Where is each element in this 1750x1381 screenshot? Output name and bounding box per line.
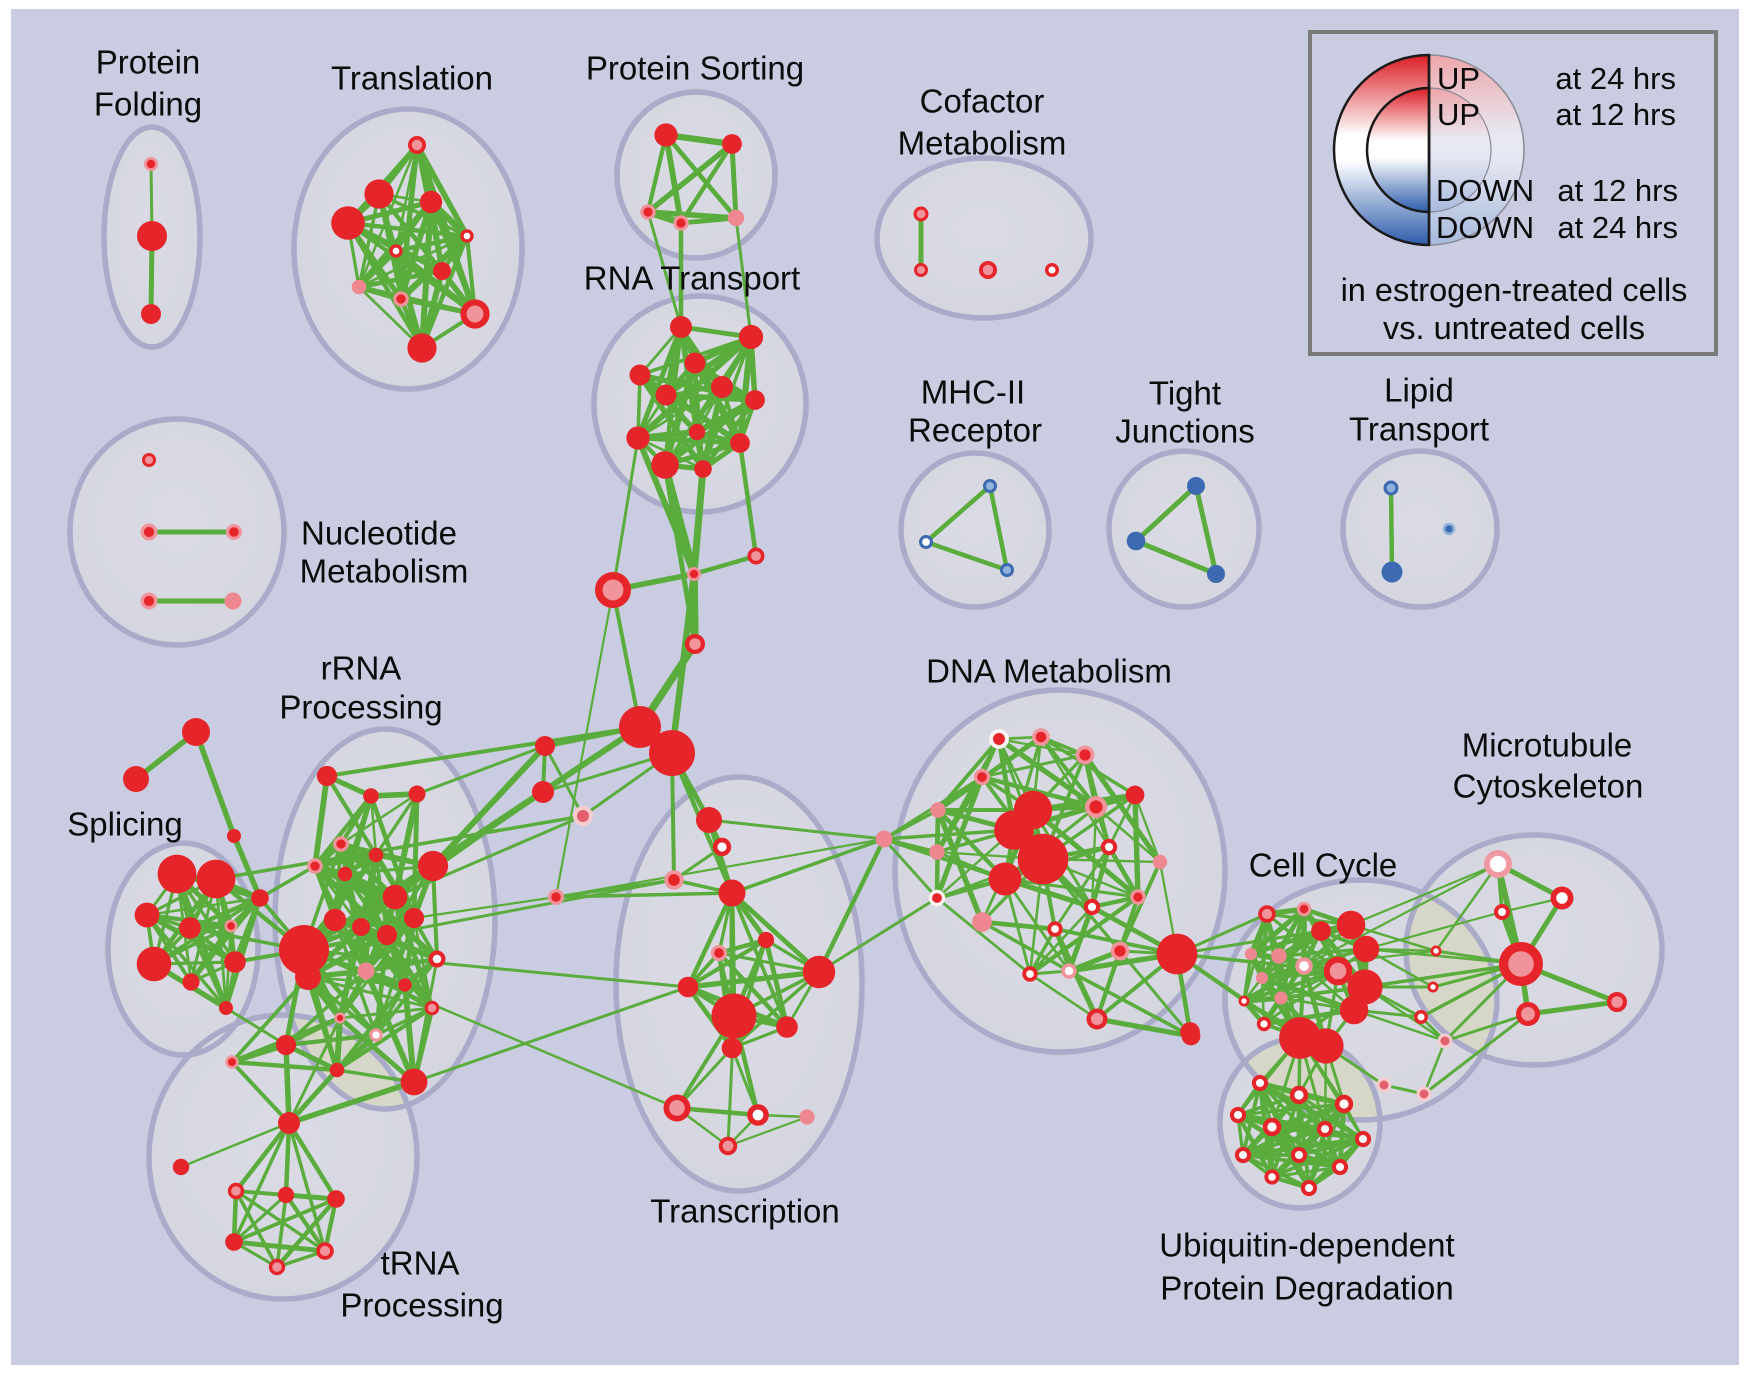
svg-text:Transport: Transport xyxy=(1349,411,1489,448)
svg-text:at 24 hrs: at 24 hrs xyxy=(1555,61,1676,96)
svg-text:Receptor: Receptor xyxy=(908,412,1042,449)
svg-text:at 24 hrs: at 24 hrs xyxy=(1557,210,1678,245)
svg-text:Protein: Protein xyxy=(96,44,201,81)
svg-text:Cytoskeleton: Cytoskeleton xyxy=(1453,768,1644,805)
svg-text:Folding: Folding xyxy=(94,86,202,123)
svg-text:Lipid: Lipid xyxy=(1384,372,1454,409)
svg-text:Protein Sorting: Protein Sorting xyxy=(586,50,804,87)
svg-text:Ubiquitin-dependent: Ubiquitin-dependent xyxy=(1159,1227,1454,1264)
svg-text:tRNA: tRNA xyxy=(381,1245,460,1282)
svg-text:DOWN: DOWN xyxy=(1436,173,1534,208)
svg-text:Cell Cycle: Cell Cycle xyxy=(1249,847,1398,884)
svg-text:Metabolism: Metabolism xyxy=(898,125,1067,162)
svg-text:vs. untreated cells: vs. untreated cells xyxy=(1383,310,1645,346)
svg-text:MHC-II: MHC-II xyxy=(921,374,1025,411)
svg-text:Processing: Processing xyxy=(279,689,442,726)
svg-text:RNA Transport: RNA Transport xyxy=(584,260,800,297)
svg-text:in estrogen-treated cells: in estrogen-treated cells xyxy=(1341,272,1688,308)
svg-text:UP: UP xyxy=(1437,61,1480,96)
svg-text:Nucleotide: Nucleotide xyxy=(301,515,457,552)
svg-text:Processing: Processing xyxy=(340,1287,503,1324)
svg-text:rRNA: rRNA xyxy=(321,650,402,687)
svg-text:at 12 hrs: at 12 hrs xyxy=(1557,173,1678,208)
svg-text:DNA Metabolism: DNA Metabolism xyxy=(926,653,1172,690)
svg-text:Splicing: Splicing xyxy=(67,806,183,843)
svg-text:DOWN: DOWN xyxy=(1436,210,1534,245)
svg-text:Microtubule: Microtubule xyxy=(1462,727,1633,764)
svg-text:Cofactor: Cofactor xyxy=(920,83,1045,120)
svg-text:Metabolism: Metabolism xyxy=(300,553,469,590)
svg-text:Junctions: Junctions xyxy=(1115,413,1254,450)
svg-text:UP: UP xyxy=(1437,97,1480,132)
svg-text:Tight: Tight xyxy=(1149,375,1221,412)
svg-text:at 12 hrs: at 12 hrs xyxy=(1555,97,1676,132)
svg-text:Protein Degradation: Protein Degradation xyxy=(1160,1270,1454,1307)
svg-text:Transcription: Transcription xyxy=(650,1193,840,1230)
svg-text:Translation: Translation xyxy=(331,60,493,97)
